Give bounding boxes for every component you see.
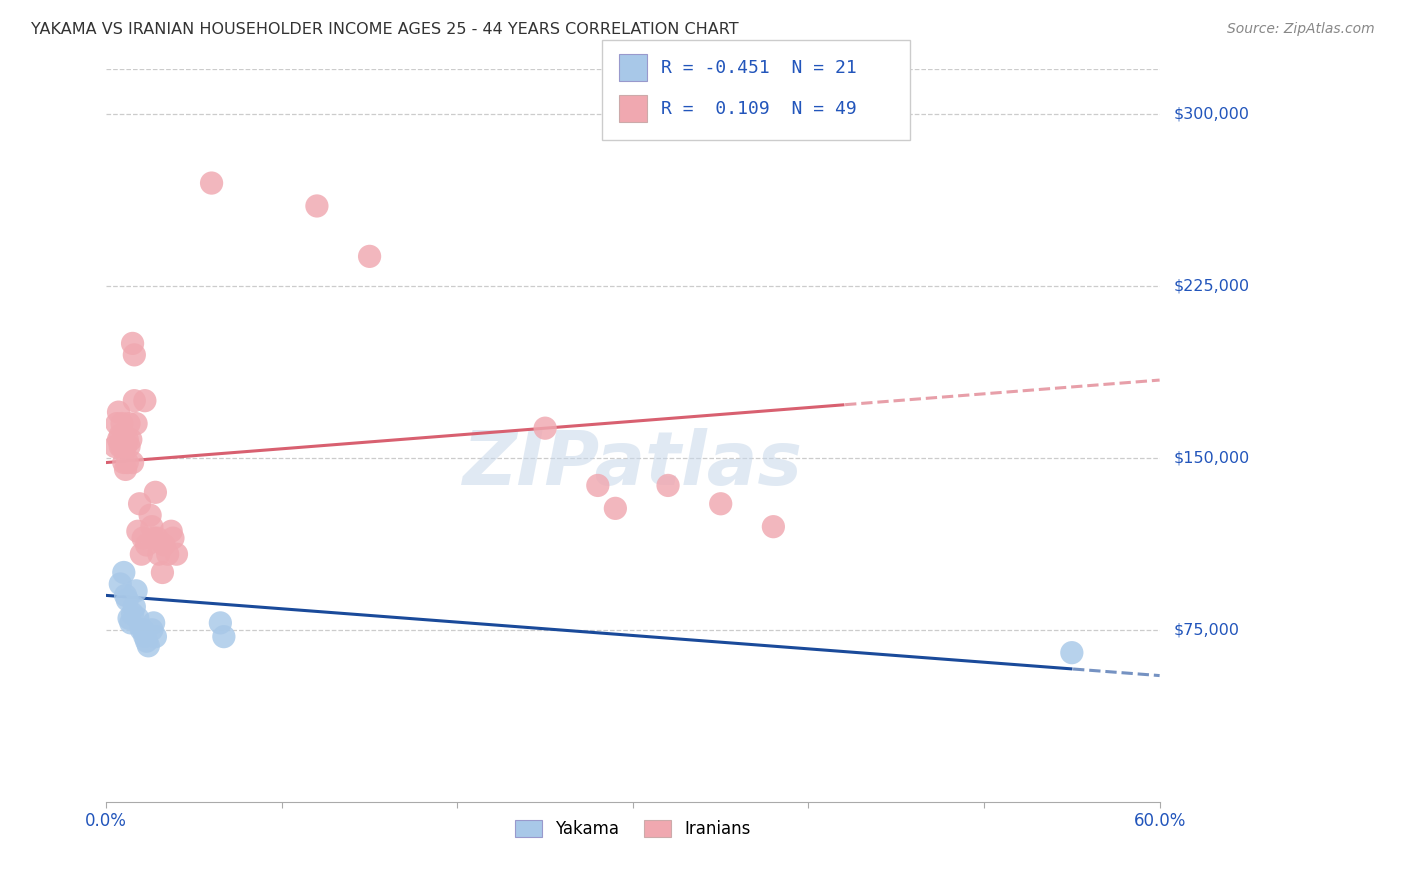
Point: [127, 524, 149, 539]
Point: [145, 485, 167, 500]
Point: [305, 199, 328, 213]
Point: [132, 531, 155, 545]
Point: [104, 440, 127, 454]
Point: [160, 524, 183, 539]
Point: [112, 566, 135, 580]
Point: [124, 393, 146, 408]
Point: [118, 417, 141, 431]
Point: [124, 599, 146, 614]
Text: $75,000: $75,000: [1174, 623, 1240, 637]
Point: [125, 417, 148, 431]
Point: [110, 440, 132, 454]
Point: [209, 615, 232, 630]
Point: [117, 433, 139, 447]
Point: [138, 639, 160, 653]
Point: [112, 456, 135, 470]
Point: [135, 634, 157, 648]
Text: R =  0.109  N = 49: R = 0.109 N = 49: [661, 100, 856, 118]
Point: [153, 538, 176, 552]
Point: [152, 566, 174, 580]
Point: [114, 588, 136, 602]
Point: [127, 611, 149, 625]
Text: ZIPatlas: ZIPatlas: [463, 428, 803, 501]
Point: [121, 456, 143, 470]
Point: [142, 531, 165, 545]
Point: [105, 417, 128, 431]
Point: [131, 623, 153, 637]
Point: [110, 428, 132, 442]
Point: [139, 508, 162, 523]
Point: [762, 519, 785, 533]
Point: [118, 611, 141, 625]
Point: [131, 547, 153, 561]
Text: R = -0.451  N = 21: R = -0.451 N = 21: [661, 59, 856, 77]
Point: [135, 538, 157, 552]
Point: [200, 176, 222, 190]
Text: $150,000: $150,000: [1174, 450, 1250, 466]
Text: YAKAMA VS IRANIAN HOUSEHOLDER INCOME AGES 25 - 44 YEARS CORRELATION CHART: YAKAMA VS IRANIAN HOUSEHOLDER INCOME AGE…: [31, 22, 738, 37]
Point: [107, 433, 129, 447]
Point: [117, 456, 139, 470]
Point: [121, 607, 143, 621]
Point: [146, 531, 169, 545]
Point: [134, 393, 156, 408]
Point: [128, 497, 150, 511]
Point: [142, 615, 165, 630]
Point: [145, 630, 167, 644]
Point: [132, 623, 155, 637]
Point: [117, 593, 139, 607]
Point: [118, 440, 141, 454]
Point: [657, 478, 679, 492]
Text: $300,000: $300,000: [1174, 107, 1250, 122]
Point: [134, 630, 156, 644]
Point: [120, 615, 142, 630]
Point: [710, 497, 733, 511]
Point: [156, 547, 179, 561]
Text: $225,000: $225,000: [1174, 278, 1250, 293]
Point: [605, 501, 627, 516]
Point: [114, 462, 136, 476]
Point: [359, 249, 381, 263]
Point: [212, 630, 235, 644]
Point: [114, 440, 136, 454]
Text: Source: ZipAtlas.com: Source: ZipAtlas.com: [1227, 22, 1375, 37]
Point: [1060, 646, 1083, 660]
Point: [141, 623, 163, 637]
Point: [111, 417, 134, 431]
Point: [141, 519, 163, 533]
Legend: Yakama, Iranians: Yakama, Iranians: [509, 813, 758, 845]
Point: [107, 405, 129, 419]
Point: [112, 428, 135, 442]
Point: [111, 440, 134, 454]
Point: [586, 478, 609, 492]
Point: [124, 348, 146, 362]
Point: [534, 421, 557, 435]
Point: [162, 531, 184, 545]
Point: [166, 547, 188, 561]
Point: [110, 577, 132, 591]
Point: [121, 336, 143, 351]
Point: [148, 547, 170, 561]
Point: [125, 583, 148, 598]
Point: [120, 433, 142, 447]
